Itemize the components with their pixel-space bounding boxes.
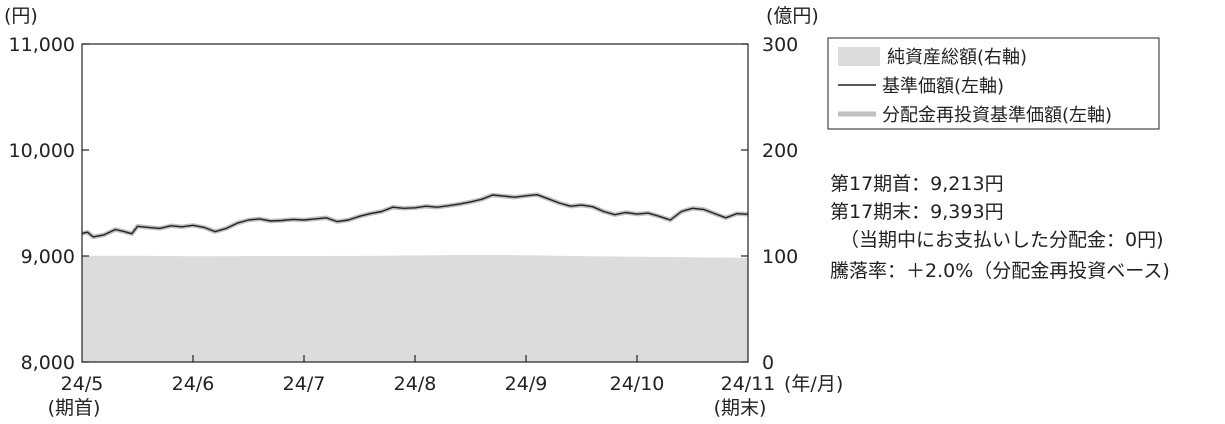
right-axis-unit: (億円) <box>766 5 819 27</box>
x-tick-label: 24/6 <box>172 373 215 395</box>
net-assets-area <box>82 255 748 362</box>
info-annotation: （当期中にお支払いした分配金：0円) <box>840 229 1164 251</box>
right-tick-label: 200 <box>762 140 798 162</box>
nav-line <box>81 194 749 238</box>
x-tick-label: 24/8 <box>394 373 437 395</box>
x-tick-sublabel: (期末) <box>714 397 767 419</box>
legend-label: 分配金再投資基準価額(左軸) <box>882 105 1112 126</box>
info-annotation: 騰落率：＋2.0%（分配金再投資ベース) <box>830 260 1170 282</box>
left-tick-label: 11,000 <box>9 34 75 56</box>
right-tick-label: 0 <box>762 352 774 374</box>
legend-box <box>827 37 1160 130</box>
x-tick-label: 24/10 <box>610 373 665 395</box>
x-axis-unit: (年/月) <box>784 373 843 395</box>
x-tick-label: 24/5 <box>61 373 104 395</box>
x-tick-label: 24/9 <box>505 373 548 395</box>
left-tick-label: 9,000 <box>21 246 75 268</box>
right-tick-label: 300 <box>762 34 798 56</box>
legend-swatch-area <box>838 47 880 66</box>
info-annotation: 第17期末：9,393円 <box>830 201 1004 223</box>
reinvested-nav-line <box>81 192 749 240</box>
right-tick-label: 100 <box>762 246 798 268</box>
x-tick-label: 24/7 <box>283 373 326 395</box>
left-tick-label: 10,000 <box>9 140 75 162</box>
x-tick-label: 24/11 <box>721 373 776 395</box>
x-tick-sublabel: (期首) <box>48 397 101 419</box>
left-tick-label: 8,000 <box>21 352 75 374</box>
info-annotation: 第17期首：9,213円 <box>830 173 1004 195</box>
legend-label: 純資産総額(右軸) <box>887 47 1027 68</box>
left-axis-unit: (円) <box>4 5 38 27</box>
legend-label: 基準価額(左軸) <box>882 76 1004 97</box>
